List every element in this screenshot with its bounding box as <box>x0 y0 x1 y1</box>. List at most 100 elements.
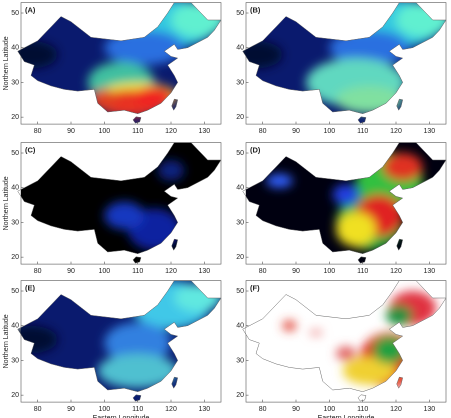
y-tick-label: 50 <box>11 150 19 157</box>
x-tick-label: 100 <box>98 268 110 275</box>
x-tick-label: 80 <box>259 268 267 275</box>
map-panel: (B) 80 90 100 110 120 130 20 30 40 50 <box>236 2 447 135</box>
heat-blob <box>17 40 58 69</box>
x-tick-label: 80 <box>259 406 267 413</box>
y-tick-label: 30 <box>236 357 244 364</box>
y-tick-label: 40 <box>236 185 244 192</box>
x-tick-label: 100 <box>323 406 335 413</box>
y-tick-label: 20 <box>236 254 244 261</box>
heat-blob <box>17 325 58 354</box>
heat-blobs <box>17 2 222 118</box>
panel-label: (D) <box>250 146 261 155</box>
panel-label: (A) <box>25 6 36 15</box>
heat-blob <box>336 346 356 361</box>
x-tick-label: 120 <box>390 268 402 275</box>
y-tick-label: 30 <box>11 357 19 364</box>
x-tick-label: 120 <box>390 128 402 135</box>
y-tick-label: 20 <box>236 392 244 399</box>
x-tick-label: 120 <box>165 406 177 413</box>
x-tick-label: 110 <box>357 128 368 135</box>
panel-label: (C) <box>25 146 36 155</box>
china-outline <box>17 2 222 124</box>
heat-blob <box>332 184 360 206</box>
x-tick-label: 80 <box>34 128 42 135</box>
x-tick-label: 130 <box>198 268 210 275</box>
heat-blob <box>342 356 396 385</box>
china-outline <box>17 280 222 402</box>
y-tick-label: 30 <box>236 219 244 226</box>
y-tick-label: 40 <box>11 185 19 192</box>
x-tick-label: 100 <box>323 268 335 275</box>
x-tick-label: 90 <box>292 128 300 135</box>
y-tick-label: 40 <box>236 323 244 330</box>
heat-blobs <box>17 280 222 389</box>
china-outline <box>242 142 447 264</box>
map-panel: (F) 80 90 100 110 120 130 20 30 40 50 Eastern Longi… <box>236 280 447 418</box>
x-tick-label: 130 <box>198 406 210 413</box>
y-axis-label: Northern Latitude <box>3 176 10 230</box>
x-tick-label: 90 <box>292 268 300 275</box>
x-tick-label: 110 <box>357 406 368 413</box>
heat-blob <box>309 329 323 337</box>
y-axis-label: Northern Latitude <box>3 36 10 90</box>
china-outline <box>242 2 447 124</box>
heat-blob <box>386 304 413 326</box>
y-tick-label: 40 <box>11 323 19 330</box>
y-tick-label: 40 <box>11 45 19 52</box>
panel-label: (E) <box>25 284 36 293</box>
x-tick-label: 100 <box>98 406 110 413</box>
x-tick-label: 130 <box>423 406 435 413</box>
x-tick-label: 110 <box>132 406 143 413</box>
y-tick-label: 50 <box>11 10 19 17</box>
x-tick-label: 100 <box>323 128 335 135</box>
heat-blob <box>282 320 296 331</box>
x-tick-label: 80 <box>34 268 42 275</box>
x-tick-label: 120 <box>390 406 402 413</box>
x-axis-label: Eastern Longitude <box>93 415 150 418</box>
y-axis-label: Northern Latitude <box>3 314 10 368</box>
china-outline <box>17 142 222 264</box>
x-tick-label: 120 <box>165 268 177 275</box>
x-tick-label: 110 <box>132 268 143 275</box>
x-tick-label: 130 <box>423 128 435 135</box>
heat-blob <box>97 353 178 389</box>
y-tick-label: 30 <box>236 79 244 86</box>
y-tick-label: 30 <box>11 219 19 226</box>
x-tick-label: 100 <box>98 128 110 135</box>
x-tick-label: 130 <box>198 128 210 135</box>
heat-blob <box>266 173 293 188</box>
map-panel: (A) 80 90 100 110 120 130 20 30 40 50 Northern Lati… <box>3 2 222 135</box>
y-tick-label: 50 <box>11 288 19 295</box>
x-tick-label: 90 <box>67 406 75 413</box>
y-tick-label: 20 <box>11 254 19 261</box>
y-tick-label: 50 <box>236 288 244 295</box>
china-outline <box>242 280 447 402</box>
heat-blob <box>104 201 145 230</box>
map-panel: (E) 80 90 100 110 120 130 20 30 40 50 Northern Lati… <box>3 280 222 418</box>
y-tick-label: 20 <box>236 114 244 121</box>
y-tick-label: 50 <box>236 10 244 17</box>
x-tick-label: 110 <box>132 128 143 135</box>
heat-blob <box>336 212 376 247</box>
y-tick-label: 50 <box>236 150 244 157</box>
x-tick-label: 90 <box>292 406 300 413</box>
x-tick-label: 90 <box>67 268 75 275</box>
heat-blob <box>157 159 185 181</box>
x-tick-label: 80 <box>259 128 267 135</box>
y-tick-label: 30 <box>11 79 19 86</box>
x-tick-label: 90 <box>67 128 75 135</box>
x-tick-label: 110 <box>357 268 368 275</box>
heat-blob <box>104 322 171 364</box>
x-tick-label: 120 <box>165 128 177 135</box>
y-tick-label: 20 <box>11 114 19 121</box>
x-tick-label: 80 <box>34 406 42 413</box>
panel-label: (B) <box>250 6 261 15</box>
heat-blob <box>242 40 283 69</box>
map-panel: (C) 80 90 100 110 120 130 20 30 40 50 Northern Lati… <box>3 142 222 275</box>
x-axis-label: Eastern Longitude <box>318 415 375 418</box>
panel-label: (F) <box>250 284 260 293</box>
y-tick-label: 40 <box>236 45 244 52</box>
x-tick-label: 130 <box>423 268 435 275</box>
y-tick-label: 20 <box>11 392 19 399</box>
